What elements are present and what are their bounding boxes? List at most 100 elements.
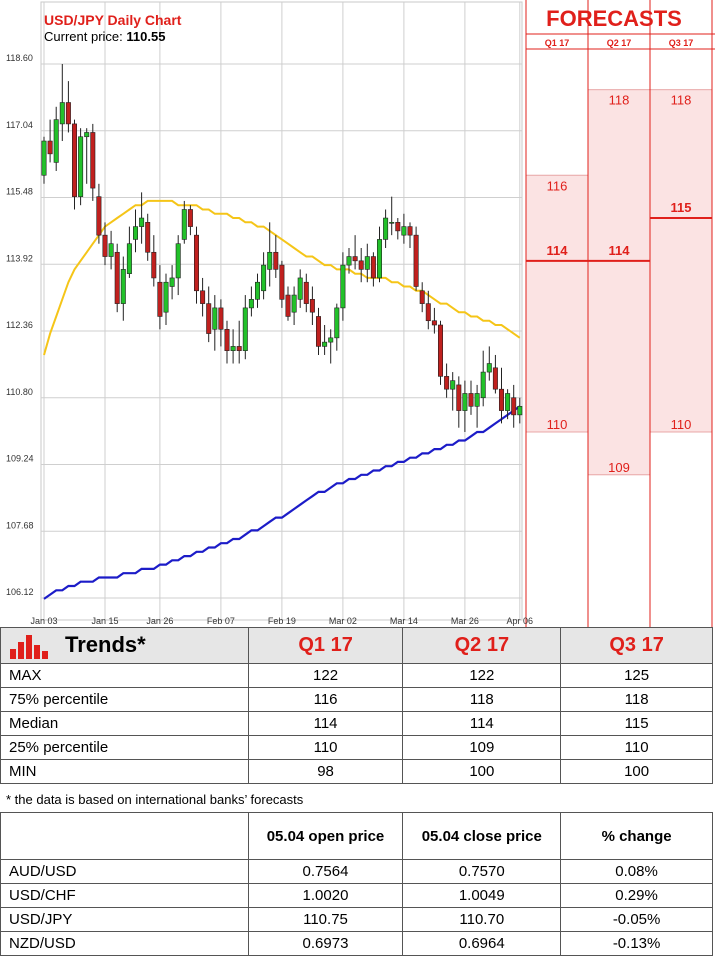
candle-body (267, 251, 273, 270)
candle (425, 290, 431, 330)
fx-change: 0.29% (560, 883, 713, 908)
candle-body (511, 397, 517, 416)
candle-body (78, 136, 84, 197)
trends-title-cell: Trends* (0, 627, 249, 664)
candle-body (456, 384, 462, 411)
candle-body (407, 226, 413, 236)
forecast-range-box (649, 89, 713, 433)
fx-change: -0.13% (560, 931, 713, 956)
candle (517, 397, 523, 424)
candle-body (41, 140, 47, 176)
candle-body (340, 264, 346, 309)
candle (261, 252, 267, 300)
trends-cell: 114 (402, 711, 562, 736)
fx-pair: NZD/USD (0, 931, 249, 956)
candle-body (279, 264, 285, 300)
candle (376, 226, 382, 283)
candle-body (120, 269, 126, 304)
candle (187, 205, 193, 236)
candle (419, 282, 425, 313)
candle-body (480, 371, 486, 399)
x-tick-label: Apr 06 (507, 616, 534, 626)
candle (169, 265, 175, 300)
candle (181, 200, 187, 244)
candle-body (437, 324, 443, 377)
fx-row-nzdusd: NZD/USD 0.6973 0.6964 -0.13% (0, 931, 713, 956)
forecast-high-label: 116 (547, 178, 568, 193)
fx-pair: AUD/USD (0, 859, 249, 884)
trends-cell: 118 (560, 687, 713, 712)
candle-body (358, 260, 364, 270)
candle-body (389, 222, 395, 224)
candle (407, 222, 413, 248)
candle (267, 222, 273, 287)
trends-row-min: MIN 98 100 100 (0, 759, 713, 784)
candle (474, 384, 480, 428)
candle (242, 295, 248, 360)
trends-cell: 122 (402, 663, 562, 688)
candle (224, 320, 230, 364)
y-tick-label: 115.48 (6, 187, 33, 197)
bar-chart-icon (10, 635, 48, 660)
candle (358, 247, 364, 283)
candle-body (419, 290, 425, 304)
candle-body (285, 294, 291, 317)
forecast-median-label: 115 (671, 200, 692, 215)
candle-body (90, 132, 96, 189)
usdjpy-chart: Q1 17 116 114 110 Q2 17 118 114 109 Q3 17 118 115 1… (6, 0, 715, 627)
candle (78, 128, 84, 206)
candle-body (261, 264, 267, 292)
trends-cell: 110 (247, 735, 404, 760)
candle (72, 119, 78, 210)
candle-body (53, 119, 59, 163)
candle-body (242, 307, 248, 351)
candle (431, 307, 437, 334)
candle (468, 380, 474, 415)
trends-header-row: Trends* Q1 17 Q2 17 Q3 17 (0, 627, 713, 664)
candle (444, 363, 450, 398)
candle (285, 286, 291, 321)
candle-body (181, 209, 187, 240)
candle (389, 196, 395, 236)
fx-close: 0.6964 (402, 931, 562, 956)
candle-body (431, 320, 437, 326)
y-tick-label: 112.36 (6, 320, 33, 330)
candle-body (218, 307, 224, 330)
candle (96, 183, 102, 244)
candle-body (322, 341, 328, 347)
candle-body (273, 251, 279, 270)
fx-table: 05.04 open price 05.04 close price % cha… (0, 812, 713, 956)
candle-body (230, 346, 236, 351)
candle-body (413, 234, 419, 287)
chart-title: USD/JPY Daily Chart (44, 12, 182, 28)
fx-row-audusd: AUD/USD 0.7564 0.7570 0.08% (0, 859, 713, 884)
candle (462, 380, 468, 432)
fx-row-usdchf: USD/CHF 1.0020 1.0049 0.29% (0, 883, 713, 908)
candle (53, 106, 59, 171)
trends-footnote: * the data is based on international ban… (6, 792, 304, 807)
moving-averages (43, 199, 521, 600)
forecast-col-label: Q3 17 (669, 38, 694, 48)
fx-close: 110.70 (402, 907, 562, 932)
fx-header-change: % change (560, 812, 713, 860)
candle-body (334, 307, 340, 339)
trends-header-q3: Q3 17 (560, 627, 713, 664)
candle (47, 119, 53, 163)
fx-close: 1.0049 (402, 883, 562, 908)
candle-body (151, 251, 157, 279)
x-tick-label: Mar 14 (390, 616, 418, 626)
trends-row-75: 75% percentile 116 118 118 (0, 687, 713, 712)
candle-body (175, 243, 181, 279)
candle (59, 64, 65, 142)
chart-gridlines (40, 1, 523, 621)
candle (133, 209, 139, 253)
candle (212, 295, 218, 351)
candle-body (383, 217, 389, 240)
forecast-range-box (587, 89, 651, 476)
candle-body (200, 290, 206, 304)
candle (145, 213, 151, 261)
candle-body (492, 367, 498, 390)
trends-cell: 110 (560, 735, 713, 760)
candle (486, 346, 492, 381)
fx-open: 110.75 (247, 907, 404, 932)
